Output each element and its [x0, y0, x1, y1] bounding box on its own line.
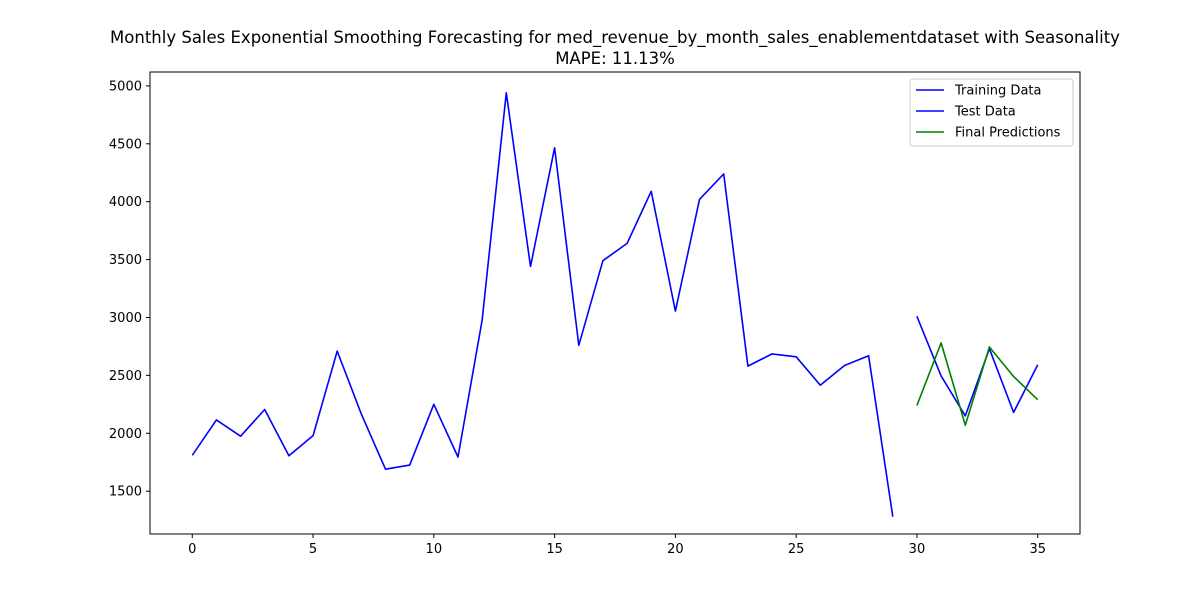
y-axis: 1500 2000 2500 3000 3500 4000 4500 5000 [109, 79, 150, 500]
x-axis: 0 5 10 15 20 25 30 35 [188, 534, 1046, 557]
y-tick-label: 5000 [109, 79, 142, 94]
x-tick-label: 10 [426, 542, 443, 557]
series-line-1 [916, 315, 1039, 417]
x-tick-label: 15 [546, 542, 563, 557]
series-line-2 [916, 342, 1039, 427]
x-tick-label: 30 [909, 542, 926, 557]
legend-label-0: Training Data [954, 84, 1041, 99]
x-tick-label: 5 [309, 542, 317, 557]
x-tick-label: 0 [188, 542, 196, 557]
y-tick-label: 1500 [109, 485, 142, 500]
plot-lines [191, 92, 1039, 517]
y-tick-label: 3500 [109, 253, 142, 268]
y-tick-label: 2500 [109, 369, 142, 384]
chart-title: Monthly Sales Exponential Smoothing Fore… [110, 28, 1120, 48]
legend-label-1: Test Data [954, 105, 1016, 120]
x-tick-label: 25 [788, 542, 805, 557]
plot-frame [149, 71, 1081, 535]
chart-subtitle: MAPE: 11.13% [555, 49, 675, 68]
legend-label-2: Final Predictions [955, 126, 1061, 141]
x-tick-label: 35 [1029, 542, 1046, 557]
y-tick-label: 3000 [109, 311, 142, 326]
y-tick-label: 4000 [109, 195, 142, 210]
series-line-0 [191, 92, 894, 517]
y-tick-label: 2000 [109, 427, 142, 442]
y-tick-label: 4500 [109, 137, 142, 152]
x-tick-label: 20 [667, 542, 684, 557]
legend: Training Data Test Data Final Predictions [909, 78, 1074, 147]
legend-box [909, 78, 1074, 147]
